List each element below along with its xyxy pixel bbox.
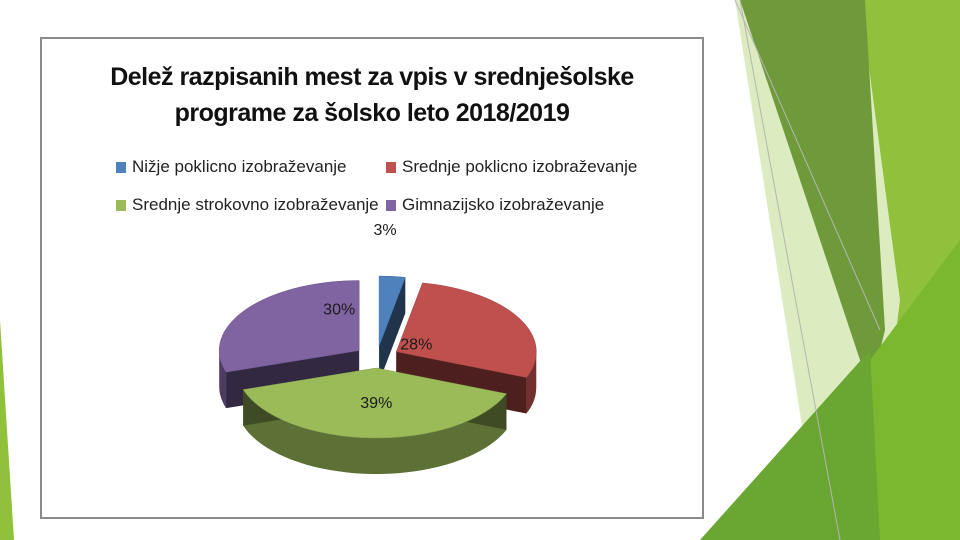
slice-srednje-strokovno-label: 39% [360, 395, 392, 412]
legend-label: Nižje poklicno izobraževanje [132, 157, 347, 176]
slice-nizje-poklicno-label: 3% [374, 222, 397, 239]
legend-label: Gimnazijsko izobraževanje [402, 195, 605, 214]
decor-line [734, 0, 881, 331]
legend-item-srednje-poklicno: Srednje poklicno izobraževanje [386, 157, 656, 177]
pie-chart: 3% 28% 39% 30% [219, 222, 537, 474]
legend-label: Srednje poklicno izobraževanje [402, 157, 638, 176]
bottom-green-accent [700, 350, 880, 540]
chart-frame: Delež razpisanih mest za vpis v srednješ… [40, 37, 704, 519]
slice-gimnazijsko-label: 30% [323, 302, 355, 319]
chart-title-line-1: Delež razpisanih mest za vpis v srednješ… [110, 63, 634, 91]
slice-srednje-poklicno [395, 282, 537, 378]
legend-swatch [116, 161, 126, 173]
legend-item-srednje-strokovno: Srednje strokovno izobraževanje [116, 195, 386, 215]
slice-srednje-strokovno-side [243, 389, 507, 474]
slice-nizje-poklicno [378, 275, 406, 347]
slice-srednje-strokovno [242, 367, 507, 439]
legend-swatch [116, 199, 126, 211]
slice-gimnazijsko [219, 280, 360, 373]
right-dark-green-panel [740, 0, 885, 390]
legend-swatch [386, 199, 396, 211]
slice-gimnazijsko-side [219, 349, 227, 409]
slice-srednje-poklicno-label: 28% [400, 337, 432, 354]
chart-title-line-2: programe za šolsko leto 2018/2019 [174, 99, 570, 127]
pie-tops [219, 275, 537, 439]
chart-legend: Nižje poklicno izobraževanje Srednje pok… [116, 157, 656, 215]
legend-item-gimnazijsko: Gimnazijsko izobraževanje [386, 195, 656, 215]
left-green-accent [0, 320, 14, 540]
decor-line [739, 0, 841, 540]
slice-srednje-poklicno-side [526, 350, 537, 414]
legend-label: Srednje strokovno izobraževanje [132, 195, 379, 214]
slice-nizje-poklicno-cut-face [379, 277, 406, 383]
legend-swatch [386, 161, 396, 173]
legend-item-nizje-poklicno: Nižje poklicno izobraževanje [116, 157, 386, 177]
chart-title: Delež razpisanih mest za vpis v srednješ… [42, 59, 702, 131]
